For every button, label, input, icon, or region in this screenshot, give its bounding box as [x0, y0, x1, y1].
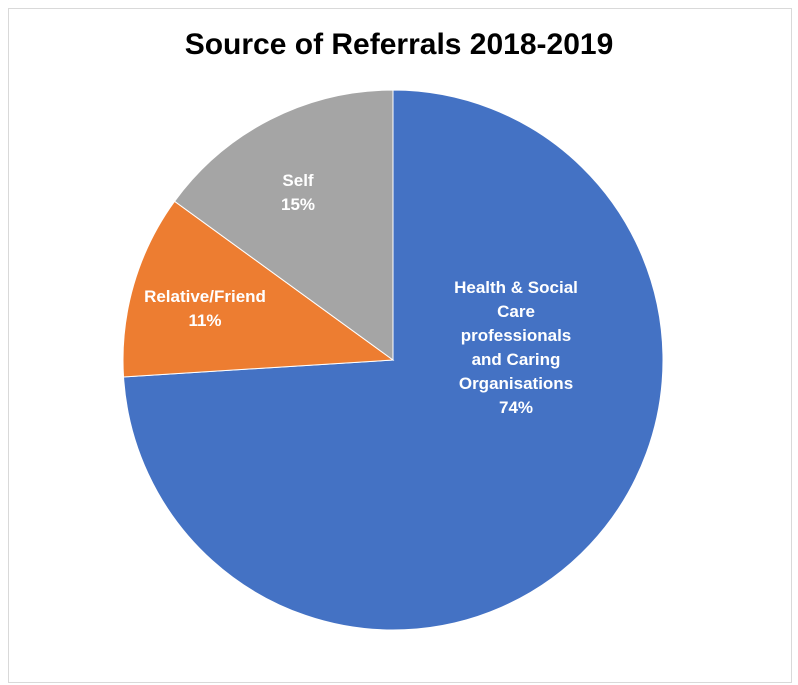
slice-label-1: Relative/Friend 11% — [144, 287, 266, 330]
slice-value-label: 11% — [188, 311, 221, 330]
slice-label-0: Health & Social Care professionals and Cari… — [454, 278, 578, 417]
pie-slice-1 — [122, 200, 395, 378]
slice-label-2: Self 15% — [281, 171, 315, 214]
chart-title: Source of Referrals 2018-2019 — [184, 28, 614, 61]
slice-name-line: Care — [497, 302, 535, 321]
slice-name-line: Self — [282, 171, 314, 190]
pie-slice-2 — [173, 89, 394, 361]
slice-name-line: Relative/Friend — [144, 287, 266, 306]
slice-value-label: 74% — [499, 398, 533, 417]
slice-name-line: Organisations — [459, 374, 573, 393]
slice-name-line: and Caring — [472, 350, 561, 369]
slice-name-line: professionals — [461, 326, 572, 345]
slice-name-line: Health & Social — [454, 278, 578, 297]
slice-value-label: 15% — [281, 195, 315, 214]
